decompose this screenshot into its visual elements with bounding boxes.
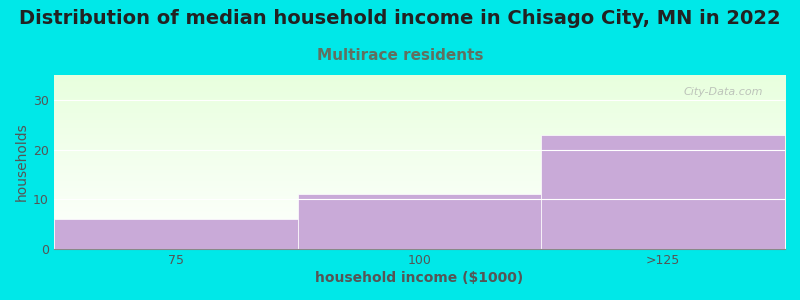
- Bar: [54, 219, 298, 249]
- Text: City-Data.com: City-Data.com: [683, 87, 763, 97]
- Bar: [542, 135, 785, 249]
- X-axis label: household income ($1000): household income ($1000): [315, 271, 523, 285]
- Text: Multirace residents: Multirace residents: [317, 48, 483, 63]
- Y-axis label: households: households: [15, 123, 29, 201]
- Text: Distribution of median household income in Chisago City, MN in 2022: Distribution of median household income …: [19, 9, 781, 28]
- Bar: [298, 194, 542, 249]
